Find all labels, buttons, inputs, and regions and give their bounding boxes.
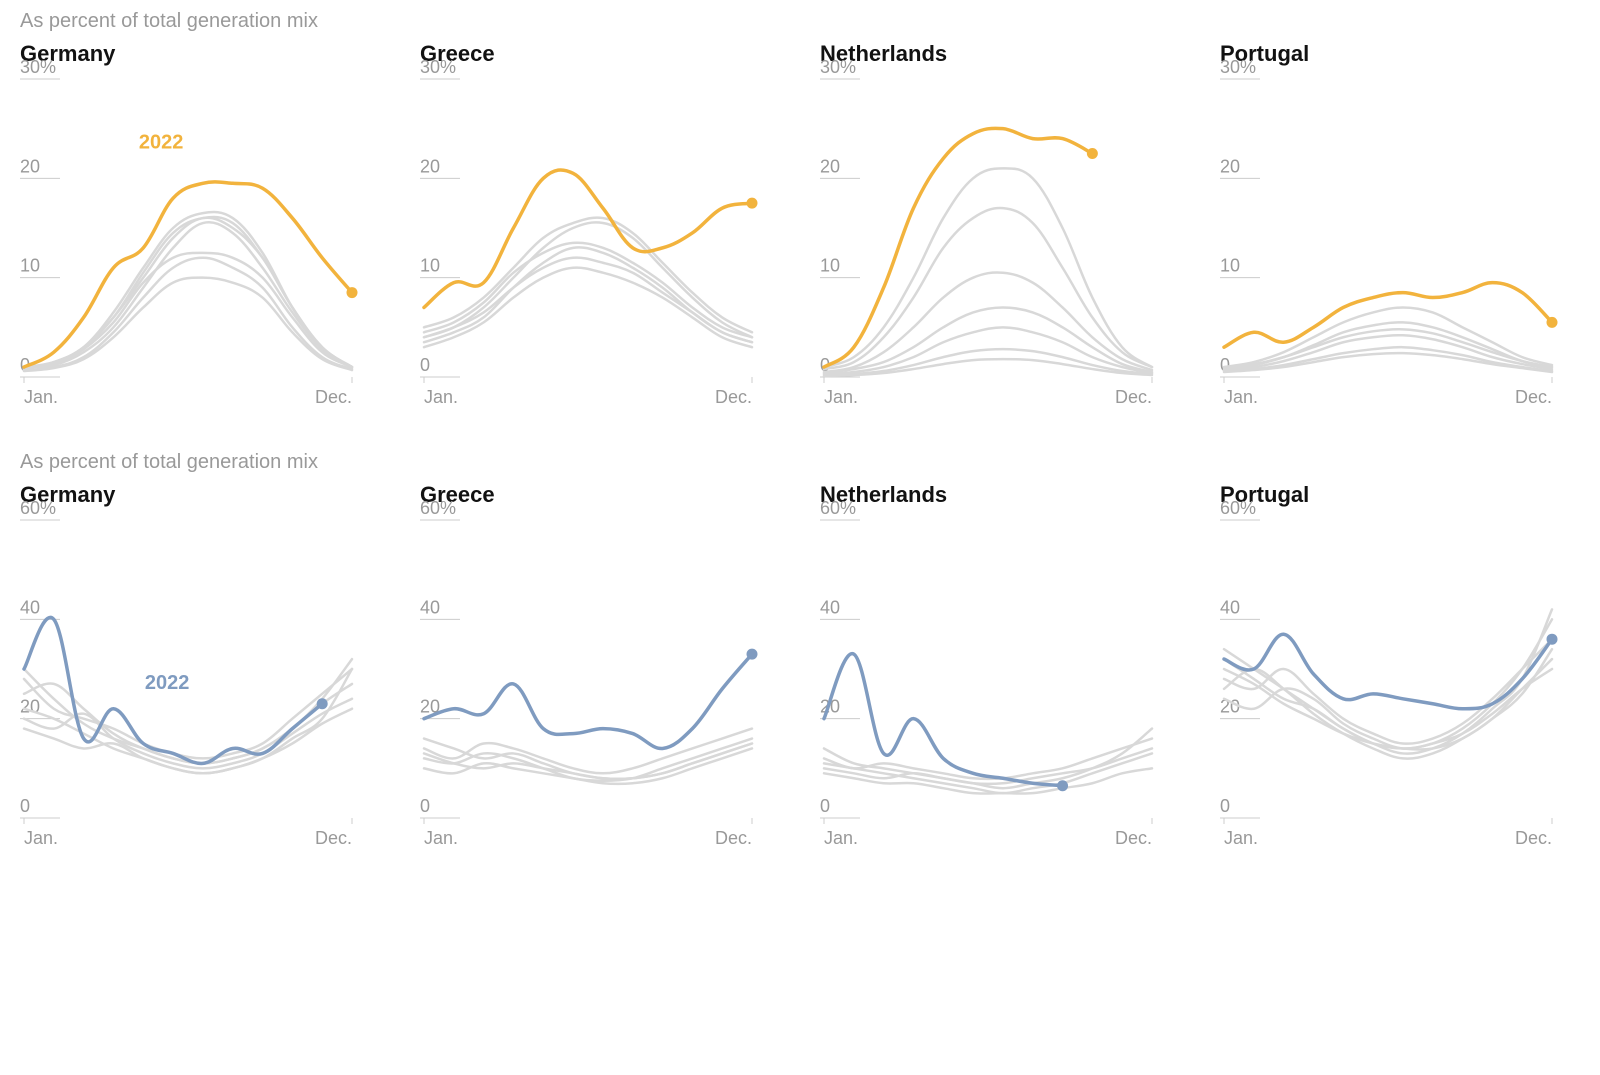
x-tick-label: Jan. — [1224, 387, 1258, 407]
y-tick-label: 40 — [20, 597, 40, 617]
y-tick-label: 40 — [1220, 597, 1240, 617]
bg-series-line — [1224, 619, 1552, 748]
chart-svg: 0204060%Jan.Dec. — [1220, 512, 1560, 852]
chart-svg: 0204060%Jan.Dec. — [420, 512, 760, 852]
bg-series-line — [824, 272, 1152, 372]
chart-panel: Greece0204060%Jan.Dec. — [420, 482, 780, 852]
chart-svg: 0102030%Jan.Dec. — [1220, 71, 1560, 411]
panel-title: Greece — [420, 482, 780, 508]
panel-title: Germany — [20, 41, 380, 67]
y-tick-label: 10 — [820, 256, 840, 276]
series-label: 2022 — [139, 132, 184, 154]
x-tick-label: Dec. — [715, 387, 752, 407]
bg-series-line — [24, 218, 352, 367]
y-tick-label: 20 — [1220, 156, 1240, 176]
chart-panel: Portugal0102030%Jan.Dec. — [1220, 41, 1580, 411]
y-tick-label: 0 — [20, 796, 30, 816]
x-tick-label: Dec. — [1515, 387, 1552, 407]
y-tick-label: 20 — [20, 156, 40, 176]
chart-row: Germany0102030%2022Jan.Dec.Greece0102030… — [20, 41, 1580, 411]
highlight-series-line — [424, 654, 752, 748]
highlight-series-line — [1224, 283, 1552, 348]
y-tick-label: 60% — [420, 498, 456, 518]
chart-panel: Netherlands0204060%Jan.Dec. — [820, 482, 1180, 852]
y-tick-label: 30% — [20, 57, 56, 77]
x-tick-label: Dec. — [1115, 387, 1152, 407]
y-tick-label: 0 — [420, 355, 430, 375]
chart-svg: 0102030%2022Jan.Dec. — [20, 71, 360, 411]
panel-title: Greece — [420, 41, 780, 67]
highlight-endpoint — [747, 649, 758, 660]
x-tick-label: Jan. — [24, 828, 58, 848]
y-tick-label: 10 — [420, 256, 440, 276]
series-label: 2022 — [145, 672, 190, 694]
y-tick-label: 20 — [420, 156, 440, 176]
panel-title: Portugal — [1220, 482, 1580, 508]
highlight-endpoint — [1087, 148, 1098, 159]
highlight-endpoint — [1057, 780, 1068, 791]
chart-svg: 0204060%Jan.Dec. — [820, 512, 1160, 852]
highlight-series-line — [824, 128, 1092, 367]
chart-panel: Portugal 0 20 40 60% Jan. Dec. — [1220, 482, 1580, 852]
x-tick-label: Jan. — [824, 828, 858, 848]
y-tick-label: 60% — [20, 498, 56, 518]
y-tick-label: 0 — [1220, 796, 1230, 816]
y-tick-label: 20 — [820, 156, 840, 176]
chart-panel: Germany0102030%2022Jan.Dec. — [20, 41, 380, 411]
highlight-endpoint — [1547, 634, 1558, 645]
bg-series-line — [24, 253, 352, 367]
y-tick-label: 60% — [820, 498, 856, 518]
bg-series-line — [824, 739, 1152, 779]
x-tick-label: Jan. — [424, 387, 458, 407]
x-tick-label: Jan. — [824, 387, 858, 407]
y-tick-label: 30% — [820, 57, 856, 77]
y-tick-label: 30% — [1220, 57, 1256, 77]
y-tick-label: 40 — [420, 597, 440, 617]
chart-panel: Greece 0 10 20 30% Jan. Dec. — [420, 41, 780, 411]
x-tick-label: Jan. — [1224, 828, 1258, 848]
x-tick-label: Dec. — [1515, 828, 1552, 848]
y-tick-label: 10 — [1220, 256, 1240, 276]
highlight-endpoint — [347, 287, 358, 298]
x-tick-label: Jan. — [424, 828, 458, 848]
highlight-series-line — [424, 170, 752, 308]
panel-title: Portugal — [1220, 41, 1580, 67]
row-label: As percent of total generation mix — [20, 451, 1580, 474]
bg-series-line — [24, 212, 352, 369]
y-tick-label: 20 — [1220, 697, 1240, 717]
chart-svg: 0204060%2022Jan.Dec. — [20, 512, 360, 852]
y-tick-label: 0 — [420, 796, 430, 816]
x-tick-label: Dec. — [1115, 828, 1152, 848]
y-tick-label: 30% — [420, 57, 456, 77]
chart-row: Germany0204060%2022Jan.Dec.Greece0204060… — [20, 482, 1580, 852]
bg-series-line — [1224, 307, 1552, 367]
panel-title: Netherlands — [820, 41, 1180, 67]
row-label: As percent of total generation mix — [20, 10, 1580, 33]
panel-title: Netherlands — [820, 482, 1180, 508]
chart-panel: Germany0204060%2022Jan.Dec. — [20, 482, 380, 852]
x-tick-label: Dec. — [315, 828, 352, 848]
y-tick-label: 60% — [1220, 498, 1256, 518]
x-tick-label: Jan. — [24, 387, 58, 407]
y-tick-label: 40 — [820, 597, 840, 617]
y-tick-label: 0 — [820, 796, 830, 816]
chart-svg: 0102030%Jan.Dec. — [420, 71, 760, 411]
panel-title: Germany — [20, 482, 380, 508]
bg-series-line — [824, 168, 1152, 367]
highlight-endpoint — [1547, 317, 1558, 328]
y-tick-label: 10 — [20, 256, 40, 276]
x-tick-label: Dec. — [315, 387, 352, 407]
highlight-endpoint — [747, 198, 758, 209]
bg-series-line — [24, 222, 352, 367]
highlight-endpoint — [317, 698, 328, 709]
chart-svg: 0102030%Jan.Dec. — [820, 71, 1160, 411]
x-tick-label: Dec. — [715, 828, 752, 848]
chart-panel: Netherlands0102030%Jan.Dec. — [820, 41, 1180, 411]
